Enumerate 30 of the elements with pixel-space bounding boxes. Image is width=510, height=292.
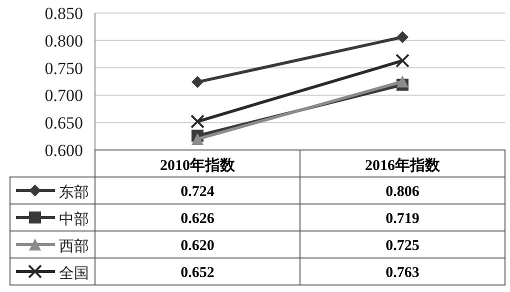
y-tick-label: 0.850	[44, 4, 83, 23]
legend-label: 全国	[59, 265, 89, 282]
legend: 西部	[16, 238, 89, 255]
data-label: 0.719	[386, 211, 420, 227]
legend-label: 西部	[59, 238, 89, 255]
data-label: 0.806	[386, 184, 420, 200]
data-label: 0.620	[180, 238, 214, 254]
x-tick-label: 2016年指数	[365, 157, 441, 174]
legend: 中部	[16, 212, 89, 228]
y-tick-label: 0.700	[44, 86, 83, 106]
legend-label: 东部	[59, 184, 89, 201]
data-label: 0.652	[180, 265, 214, 281]
data-label: 0.724	[180, 184, 215, 200]
point	[396, 76, 408, 88]
point	[190, 114, 204, 129]
y-tick-label: 0.600	[44, 141, 83, 160]
point	[192, 133, 204, 146]
data-label: 0.626	[180, 211, 215, 227]
data-label: 0.725	[386, 238, 420, 254]
point	[396, 31, 408, 44]
y-tick-label: 0.650	[44, 114, 83, 133]
x-tick-label: 2010年指数	[160, 157, 236, 174]
legend: 东部	[16, 184, 89, 201]
y-tick-label: 0.800	[44, 31, 83, 50]
y-tick-label: 0.750	[44, 58, 83, 78]
data-label: 0.763	[386, 265, 420, 281]
point	[396, 54, 410, 68]
legend-label: 中部	[59, 211, 89, 228]
point	[192, 76, 204, 88]
legend: 全国	[16, 264, 89, 282]
